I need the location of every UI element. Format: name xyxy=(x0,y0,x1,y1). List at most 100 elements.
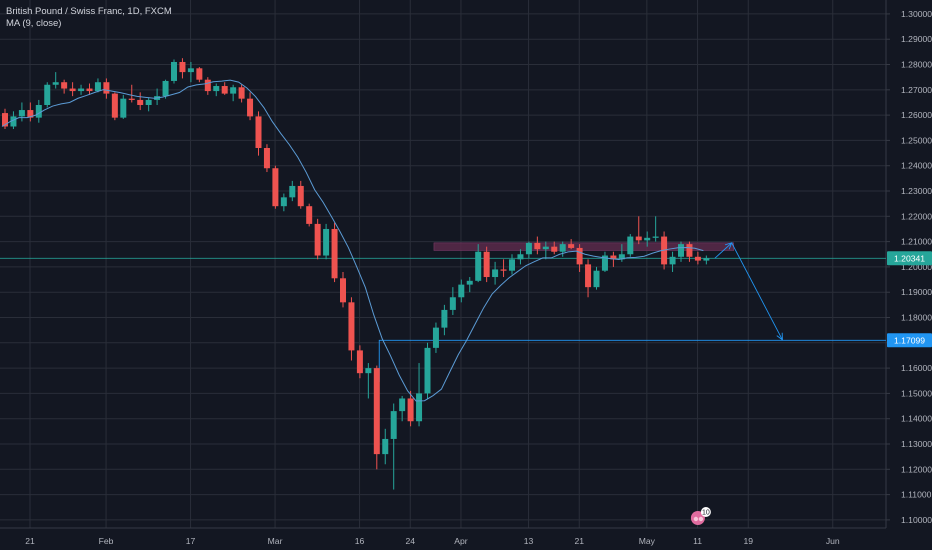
candle-body xyxy=(323,228,330,256)
price-tick-label: 1.29000 xyxy=(901,34,932,44)
candle-body xyxy=(2,113,8,127)
price-tick-label: 1.13000 xyxy=(901,439,932,449)
candle-body xyxy=(365,368,372,374)
candle-body xyxy=(162,80,169,97)
indicator-label[interactable]: MA (9, close) xyxy=(6,18,62,29)
price-tick-label: 1.24000 xyxy=(901,161,932,171)
candle-body xyxy=(255,116,262,149)
candle-body xyxy=(196,68,203,80)
time-tick-label: 11 xyxy=(693,536,702,546)
candle-body xyxy=(78,88,85,92)
candle-body xyxy=(306,206,313,224)
candle-body xyxy=(103,82,110,94)
candle-body xyxy=(340,278,346,303)
candle-body xyxy=(272,168,279,207)
candle-body xyxy=(568,244,575,248)
candle-body xyxy=(179,61,186,73)
candle-body xyxy=(373,368,380,455)
price-axis-label-bg xyxy=(887,333,932,348)
candle-body xyxy=(35,104,42,118)
price-tick-label: 1.21000 xyxy=(901,237,932,247)
events-badge-count: 10 xyxy=(702,510,710,517)
price-tick-label: 1.26000 xyxy=(901,110,932,120)
candle-body xyxy=(576,247,583,265)
price-tick-label: 1.23000 xyxy=(901,186,932,196)
candle-body xyxy=(559,244,566,252)
events-badge-icon[interactable]: 10 xyxy=(690,507,711,525)
price-tick-label: 1.19000 xyxy=(901,287,932,297)
price-tick-label: 1.10000 xyxy=(901,515,932,525)
candle-body xyxy=(652,236,659,238)
candle-body xyxy=(525,242,532,255)
candle-body xyxy=(382,438,389,455)
time-tick-label: Mar xyxy=(268,536,283,546)
projection-arrow-up xyxy=(724,242,733,250)
time-tick-label: Feb xyxy=(99,536,114,546)
time-tick-label: 21 xyxy=(574,536,584,546)
candle-body xyxy=(635,236,642,241)
candle-body xyxy=(238,87,245,99)
candles xyxy=(2,58,710,490)
price-tick-label: 1.22000 xyxy=(901,211,932,221)
time-tick-label: 16 xyxy=(355,536,365,546)
events-badge-face xyxy=(693,516,699,522)
time-tick-label: 17 xyxy=(186,536,196,546)
candle-body xyxy=(145,99,152,105)
candle-body xyxy=(187,68,194,73)
time-tick-label: 13 xyxy=(524,536,534,546)
candle-body xyxy=(441,309,448,328)
candle-body xyxy=(263,148,270,169)
candle-body xyxy=(94,82,101,92)
candle-body xyxy=(694,256,701,261)
price-tick-label: 1.11000 xyxy=(901,490,932,500)
candle-body xyxy=(449,297,456,310)
candle-body xyxy=(432,327,439,348)
candle-body xyxy=(399,398,406,412)
candle-body xyxy=(289,185,296,198)
candle-body xyxy=(61,82,68,89)
price-tick-label: 1.14000 xyxy=(901,414,932,424)
symbol-title[interactable]: British Pound / Swiss Franc, 1D, FXCM xyxy=(6,6,172,17)
candle-body xyxy=(475,251,482,281)
time-tick-label: 21 xyxy=(25,536,35,546)
moving-average-line xyxy=(1,79,704,402)
price-tick-label: 1.25000 xyxy=(901,135,932,145)
price-axis-label: 1.20341 xyxy=(887,251,932,266)
price-tick-label: 1.28000 xyxy=(901,60,932,70)
candle-body xyxy=(314,223,321,256)
candle-body xyxy=(230,87,237,94)
price-tick-label: 1.12000 xyxy=(901,464,932,474)
candle-body xyxy=(686,244,693,257)
time-tick-label: Jun xyxy=(826,536,840,546)
candle-body xyxy=(331,228,338,279)
candle-body xyxy=(390,411,397,439)
candle-body xyxy=(356,350,363,374)
candle-body xyxy=(500,269,507,271)
candle-body xyxy=(483,251,490,278)
price-tick-label: 1.18000 xyxy=(901,313,932,323)
price-tick-label: 1.30000 xyxy=(901,9,932,19)
time-tick-label: 19 xyxy=(743,536,753,546)
candle-body xyxy=(416,393,423,422)
candle-body xyxy=(128,98,135,100)
candle-body xyxy=(593,270,600,288)
price-axis-label-bg xyxy=(887,251,932,266)
price-axis-label-text: 1.17099 xyxy=(894,335,925,345)
candle-body xyxy=(52,82,59,85)
events-badge-face xyxy=(698,516,704,522)
candle-body xyxy=(204,79,211,92)
price-tick-label: 1.16000 xyxy=(901,363,932,373)
candle-body xyxy=(618,254,625,260)
events-badge-bg xyxy=(690,511,705,525)
candle-body xyxy=(27,110,34,118)
candle-body xyxy=(509,259,515,271)
time-tick-label: 24 xyxy=(405,536,415,546)
candle-body xyxy=(551,246,558,252)
price-axis-label: 1.17099 xyxy=(887,333,932,348)
candle-body xyxy=(171,61,177,81)
price-tick-label: 1.27000 xyxy=(901,85,932,95)
candle-body xyxy=(247,98,254,117)
candle-body xyxy=(44,84,51,105)
candle-body xyxy=(703,258,710,261)
